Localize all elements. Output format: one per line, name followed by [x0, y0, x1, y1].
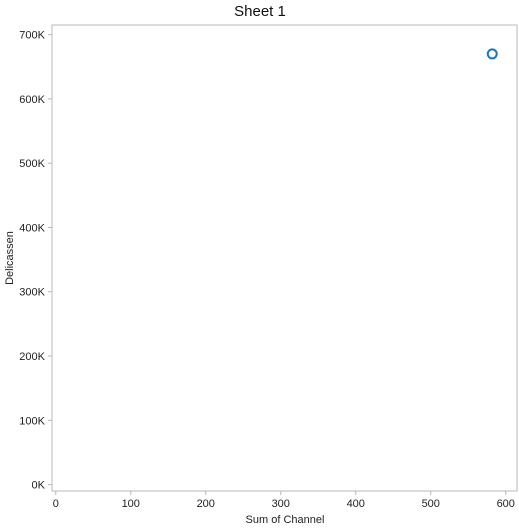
x-tick-label: 500 [422, 498, 440, 510]
y-tick-label: 400K [19, 222, 45, 234]
x-tick-label: 400 [347, 498, 365, 510]
y-tick-label: 100K [19, 415, 45, 427]
y-tick-label: 600K [19, 94, 45, 106]
x-tick-label: 200 [197, 498, 215, 510]
chart-title: Sheet 1 [234, 3, 286, 20]
y-tick-label: 0K [32, 480, 46, 492]
y-tick-label: 700K [19, 30, 45, 42]
x-tick-label: 300 [272, 498, 290, 510]
y-tick-label: 500K [19, 158, 45, 170]
x-tick-label: 0 [53, 498, 59, 510]
plot-frame [51, 24, 518, 492]
data-point[interactable] [486, 48, 498, 60]
y-tick-label: 300K [19, 287, 45, 299]
x-tick-label: 100 [122, 498, 140, 510]
y-axis-title: Delicassen [4, 231, 16, 285]
y-tick-label: 200K [19, 351, 45, 363]
y-axis: 0K 100K 200K 300K 400K 500K 600K 700K [19, 30, 52, 492]
x-axis-title: Sum of Channel [246, 514, 325, 526]
x-axis: 0 100 200 300 400 500 600 [53, 491, 515, 510]
x-tick-label: 600 [497, 498, 515, 510]
data-points [486, 48, 498, 60]
